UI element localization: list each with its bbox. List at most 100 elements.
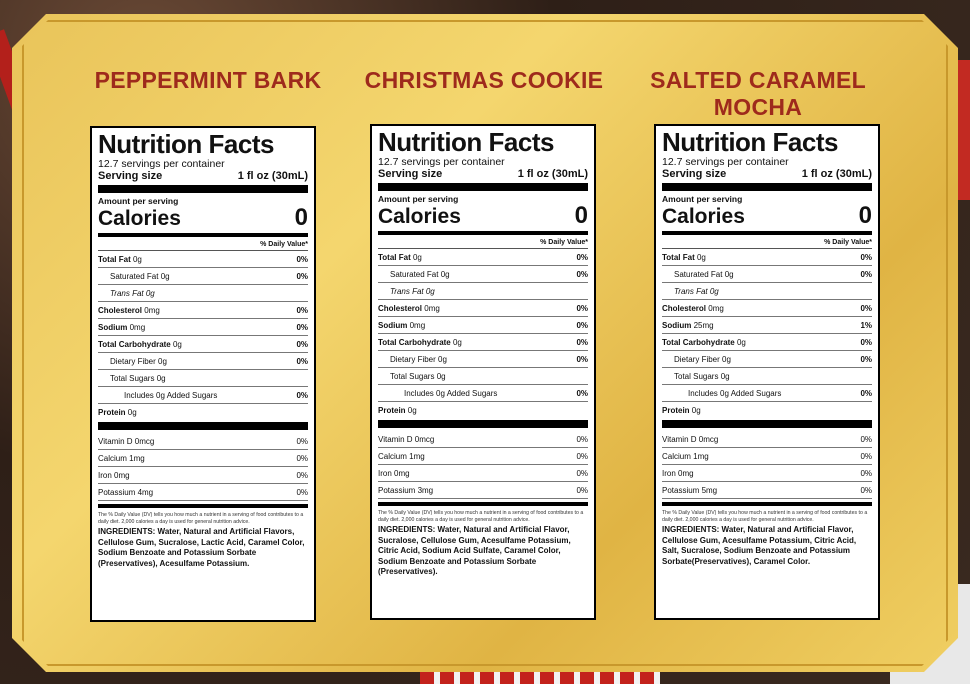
added-sugars-row: Includes 0g Added Sugars 0%: [98, 387, 308, 404]
potassium-label: Potassium 3mg: [378, 485, 434, 495]
added-sugars-label: Includes 0g Added Sugars: [124, 390, 218, 400]
calcium-label: Calcium 1mg: [662, 451, 709, 461]
cholesterol-label: Cholesterol: [98, 305, 143, 315]
potassium-pct: 0%: [860, 485, 872, 495]
added-sugars-label: Includes 0g Added Sugars: [404, 388, 498, 398]
total-sugars-label: Total Sugars 0g: [110, 373, 166, 383]
cholesterol-amount: 0mg: [424, 303, 440, 313]
sodium-label: Sodium: [662, 320, 692, 330]
saturated-fat-label: Saturated Fat 0g: [674, 269, 734, 279]
cholesterol-label: Cholesterol: [662, 303, 707, 313]
potassium-row: Potassium 5mg 0%: [662, 482, 872, 499]
divider-thick: [98, 185, 308, 193]
calories-label: Calories: [662, 205, 745, 228]
carbohydrate-amount: 0g: [736, 337, 746, 347]
protein-row: Protein 0g: [98, 404, 308, 420]
dietary-fiber-row: Dietary Fiber 0g 0%: [662, 351, 872, 368]
potassium-label: Potassium 5mg: [662, 485, 718, 495]
saturated-fat-row: Saturated Fat 0g 0%: [378, 266, 588, 283]
added-sugars-row: Includes 0g Added Sugars 0%: [378, 385, 588, 402]
total-sugars-row: Total Sugars 0g: [98, 370, 308, 387]
dietary-fiber-label: Dietary Fiber 0g: [390, 354, 447, 364]
total-fat-row: Total Fat 0g 0%: [98, 251, 308, 268]
added-sugars-pct: 0%: [860, 388, 872, 398]
serving-size-row: Serving size 1 fl oz (30mL): [98, 170, 308, 183]
servings-per-container: 12.7 servings per container: [378, 156, 505, 168]
protein-amount: 0g: [127, 407, 137, 417]
trans-fat-label: Trans Fat 0g: [110, 288, 155, 298]
total-fat-amount: 0g: [132, 254, 142, 264]
iron-row: Iron 0mg 0%: [378, 465, 588, 482]
dietary-fiber-row: Dietary Fiber 0g 0%: [378, 351, 588, 368]
nutrition-facts-heading: Nutrition Facts: [662, 127, 838, 157]
carbohydrate-amount: 0g: [452, 337, 462, 347]
sodium-pct: 0%: [576, 320, 588, 330]
nutrition-facts-heading: Nutrition Facts: [378, 127, 554, 157]
vitamin-d-row: Vitamin D 0mcg 0%: [98, 433, 308, 450]
ticket-inner-border: [22, 20, 948, 666]
total-fat-row: Total Fat 0g 0%: [378, 249, 588, 266]
calories-label: Calories: [98, 207, 181, 230]
potassium-row: Potassium 3mg 0%: [378, 482, 588, 499]
calories-row: Calories 0: [98, 206, 308, 230]
total-sugars-label: Total Sugars 0g: [390, 371, 446, 381]
total-sugars-label: Total Sugars 0g: [674, 371, 730, 381]
vitamin-d-pct: 0%: [860, 434, 872, 444]
background-red-ribbon-right: [954, 60, 970, 200]
calcium-pct: 0%: [860, 451, 872, 461]
sodium-amount: 0mg: [409, 320, 426, 330]
vitamin-d-pct: 0%: [576, 434, 588, 444]
iron-label: Iron 0mg: [98, 470, 130, 480]
dietary-fiber-pct: 0%: [296, 356, 308, 366]
carbohydrate-label: Total Carbohydrate: [662, 337, 735, 347]
divider-thick: [378, 420, 588, 428]
protein-row: Protein 0g: [378, 402, 588, 418]
calories-row: Calories 0: [378, 204, 588, 228]
carbohydrate-label: Total Carbohydrate: [378, 337, 451, 347]
calcium-pct: 0%: [576, 451, 588, 461]
nutrition-label-christmas-cookie: Nutrition Facts 12.7 servings per contai…: [370, 124, 596, 620]
total-fat-pct: 0%: [296, 254, 308, 264]
nutrition-facts-heading: Nutrition Facts: [98, 129, 274, 159]
cholesterol-pct: 0%: [576, 303, 588, 313]
vitamin-d-label: Vitamin D 0mcg: [662, 434, 719, 444]
carbohydrate-pct: 0%: [860, 337, 872, 347]
sodium-amount: 0mg: [129, 322, 146, 332]
product-title-peppermint-bark: PEPPERMINT BARK: [94, 67, 322, 93]
iron-row: Iron 0mg 0%: [662, 465, 872, 482]
added-sugars-pct: 0%: [296, 390, 308, 400]
total-carbohydrate-row: Total Carbohydrate 0g 0%: [662, 334, 872, 351]
daily-value-header: % Daily Value*: [662, 237, 872, 249]
cholesterol-amount: 0mg: [144, 305, 160, 315]
total-fat-amount: 0g: [412, 252, 422, 262]
dietary-fiber-label: Dietary Fiber 0g: [674, 354, 731, 364]
carbohydrate-amount: 0g: [172, 339, 182, 349]
daily-value-footnote: The % Daily Value (DV) tells you how muc…: [662, 510, 868, 523]
iron-row: Iron 0mg 0%: [98, 467, 308, 484]
carbohydrate-pct: 0%: [576, 337, 588, 347]
divider-medium: [662, 502, 872, 506]
servings-per-container: 12.7 servings per container: [98, 158, 225, 170]
vitamin-d-label: Vitamin D 0mcg: [378, 434, 435, 444]
total-carbohydrate-row: Total Carbohydrate 0g 0%: [98, 336, 308, 353]
added-sugars-label: Includes 0g Added Sugars: [688, 388, 782, 398]
iron-label: Iron 0mg: [378, 468, 410, 478]
daily-value-footnote: The % Daily Value (DV) tells you how muc…: [98, 512, 304, 525]
divider-thick: [662, 420, 872, 428]
vitamin-d-pct: 0%: [296, 436, 308, 446]
serving-size-label: Serving size: [98, 170, 163, 182]
saturated-fat-label: Saturated Fat 0g: [390, 269, 450, 279]
cholesterol-row: Cholesterol 0mg 0%: [378, 300, 588, 317]
daily-value-footnote: The % Daily Value (DV) tells you how muc…: [378, 510, 584, 523]
saturated-fat-label: Saturated Fat 0g: [110, 271, 170, 281]
calcium-row: Calcium 1mg 0%: [662, 448, 872, 465]
carbohydrate-pct: 0%: [296, 339, 308, 349]
product-title-salted-caramel-mocha: SALTED CARAMEL MOCHA: [650, 67, 866, 120]
saturated-fat-pct: 0%: [576, 269, 588, 279]
cholesterol-label: Cholesterol: [378, 303, 423, 313]
total-carbohydrate-row: Total Carbohydrate 0g 0%: [378, 334, 588, 351]
protein-amount: 0g: [407, 405, 417, 415]
potassium-pct: 0%: [576, 485, 588, 495]
protein-amount: 0g: [691, 405, 701, 415]
sodium-label: Sodium: [378, 320, 408, 330]
